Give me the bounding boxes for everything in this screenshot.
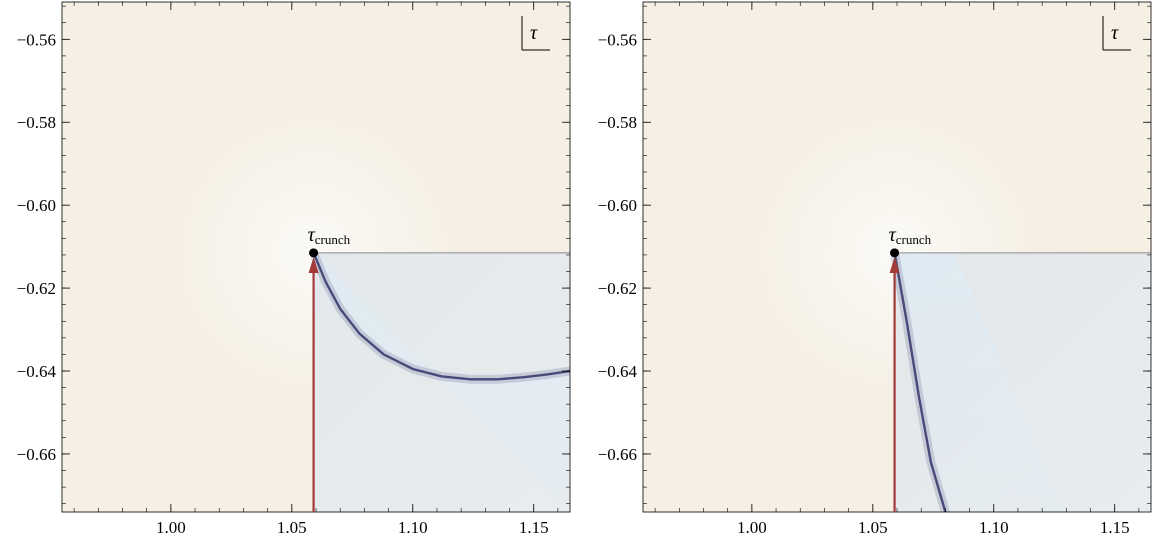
y-tick-label: −0.58 xyxy=(17,113,56,132)
heatmap-area xyxy=(643,2,1151,512)
y-tick-label: −0.64 xyxy=(17,362,57,381)
bright-region xyxy=(894,252,1066,512)
y-tick-label: −0.60 xyxy=(17,196,56,215)
y-tick-label: −0.62 xyxy=(17,279,56,298)
x-tick-label: 1.15 xyxy=(1100,518,1130,537)
arrow-head xyxy=(889,257,900,273)
left-panel-plot: 1.00 1.05 1.10 1.15 −0.56 −0.58 −0.60 −0.62 −0.6… xyxy=(17,1,571,537)
x-tick-label: 1.05 xyxy=(277,518,307,537)
x-tick-label: 1.00 xyxy=(737,518,767,537)
arrow-head xyxy=(308,257,319,273)
legend-symbol: τ xyxy=(530,22,538,44)
crunch-point-subscript: crunch xyxy=(315,232,351,247)
y-tick-label: −0.56 xyxy=(598,30,637,49)
bright-region xyxy=(313,252,570,512)
right-panel-plot: 1.00 1.05 1.10 1.15 −0.56 −0.58 −0.60 −0.62 −0.6… xyxy=(598,1,1152,537)
y-tick-label: −0.66 xyxy=(17,445,56,464)
crunch-point-subscript: crunch xyxy=(896,232,932,247)
x-tick-label: 1.10 xyxy=(398,518,428,537)
x-tick-label: 1.00 xyxy=(156,518,186,537)
singular-curve xyxy=(312,251,570,381)
legend-symbol: τ xyxy=(1111,22,1119,44)
y-tick-label: −0.56 xyxy=(17,30,56,49)
y-tick-label: −0.60 xyxy=(598,196,637,215)
x-tick-label: 1.05 xyxy=(858,518,888,537)
crunch-point xyxy=(890,248,900,258)
crunch-point xyxy=(309,248,319,258)
singular-curve xyxy=(893,251,947,512)
y-tick-label: −0.66 xyxy=(598,445,637,464)
heatmap-area xyxy=(62,2,570,512)
x-tick-label: 1.15 xyxy=(519,518,549,537)
y-tick-label: −0.64 xyxy=(598,362,638,381)
x-tick-label: 1.10 xyxy=(979,518,1009,537)
y-tick-label: −0.62 xyxy=(598,279,637,298)
y-tick-label: −0.58 xyxy=(598,113,637,132)
